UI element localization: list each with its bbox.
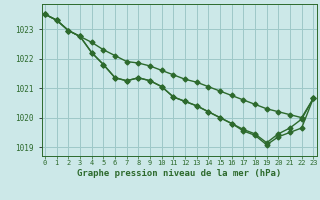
X-axis label: Graphe pression niveau de la mer (hPa): Graphe pression niveau de la mer (hPa) <box>77 169 281 178</box>
